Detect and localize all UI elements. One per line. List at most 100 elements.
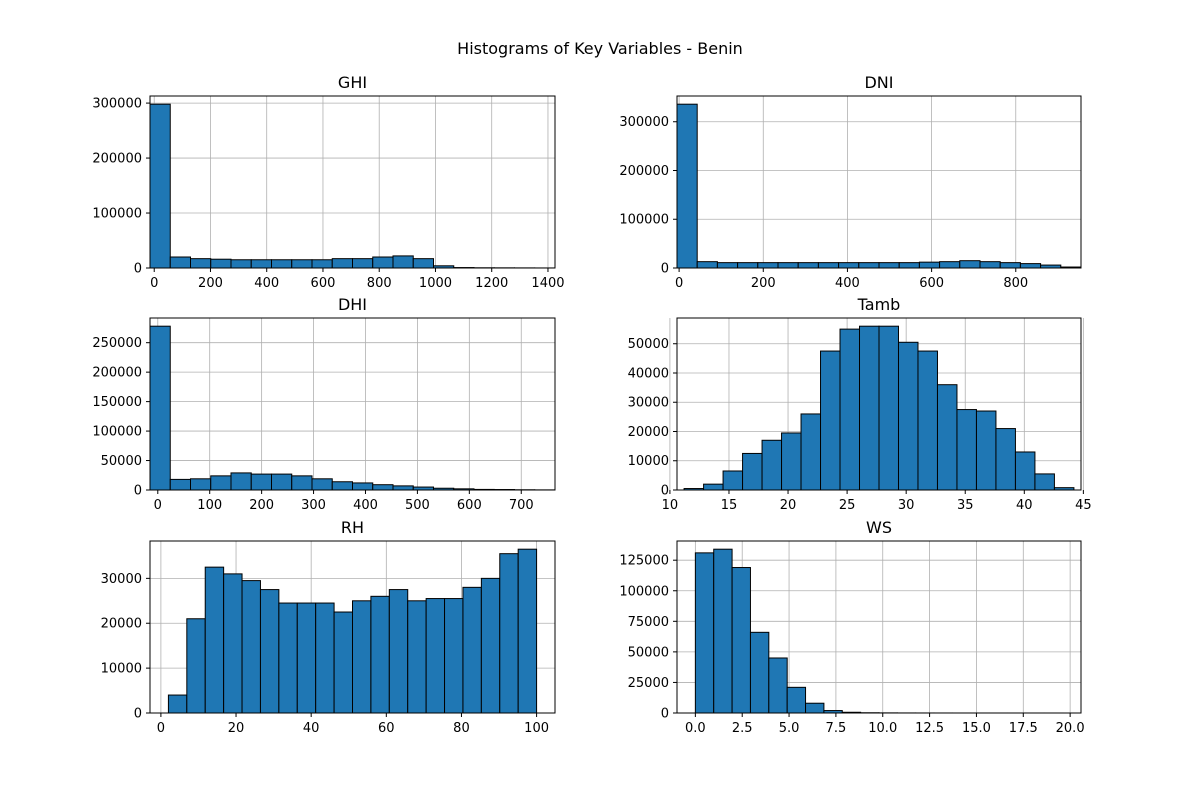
x-tick-label: 35 xyxy=(957,498,974,513)
x-tick-label: 40 xyxy=(1016,498,1033,513)
histogram-bar xyxy=(859,325,880,491)
panel-title: DHI xyxy=(338,295,367,314)
histogram-bar xyxy=(975,410,997,491)
histogram-bar xyxy=(291,475,313,491)
y-tick-label: 150000 xyxy=(92,395,142,410)
histogram-bar xyxy=(331,258,353,269)
histogram-grid: 0 200 400 600 800 1000 1200 1400010000020000030… xyxy=(92,73,1091,736)
histogram-bar xyxy=(820,350,841,491)
y-tick-label: 250000 xyxy=(92,336,142,351)
histogram-bar xyxy=(352,482,374,491)
histogram-bar xyxy=(936,384,958,491)
histogram-bar xyxy=(694,552,715,714)
histogram-bar xyxy=(372,256,394,269)
x-tick-label: 1400 xyxy=(531,276,564,291)
histogram-bar xyxy=(291,259,313,269)
axes-frame xyxy=(149,95,556,269)
histogram-bar xyxy=(186,618,206,714)
histogram-bar xyxy=(210,258,232,269)
histogram-bar xyxy=(839,328,861,491)
histogram-bar xyxy=(1019,263,1042,269)
histogram-panel-tamb: 10 15 20 25 30 35 40 45 0 10000 20000 30000 40000 500… xyxy=(628,295,1092,513)
histogram-bar xyxy=(444,598,464,714)
x-tick-label: 80 xyxy=(453,721,470,736)
x-tick-label: 600 xyxy=(457,498,482,513)
x-tick-label: 10 xyxy=(662,498,679,513)
x-tick-label: 800 xyxy=(367,276,392,291)
histogram-bar xyxy=(716,262,739,269)
histogram-bar xyxy=(230,259,252,269)
histogram-bar xyxy=(169,478,191,491)
histogram-bar xyxy=(959,260,981,269)
histogram-bar xyxy=(786,686,807,714)
histogram-bar xyxy=(425,598,446,714)
panel-title: WS xyxy=(866,518,892,537)
histogram-bar xyxy=(781,432,802,491)
histogram-panel-dni: 0 200 400 600 800 0 100000 200000 300000 DNI xyxy=(619,73,1082,291)
y-tick-label: 125000 xyxy=(619,554,669,569)
y-tick-label: 0 xyxy=(134,484,142,499)
y-tick-label: 100000 xyxy=(92,425,142,440)
histogram-bar xyxy=(149,103,171,269)
axes-frame xyxy=(676,540,1082,714)
histogram-bar xyxy=(259,589,280,714)
x-tick-label: 5.0 xyxy=(779,721,800,736)
x-tick-label: 200 xyxy=(198,276,223,291)
axes-frame xyxy=(676,317,1082,491)
x-tick-label: 20.0 xyxy=(1056,721,1085,736)
histogram-bar xyxy=(190,258,212,269)
y-tick-label: 200000 xyxy=(92,152,142,167)
histogram-bar xyxy=(1014,451,1036,491)
histogram-bar xyxy=(311,259,333,269)
histogram-bar xyxy=(370,595,390,714)
y-tick-label: 75000 xyxy=(628,615,669,630)
x-tick-label: 20 xyxy=(228,721,245,736)
x-tick-label: 400 xyxy=(353,498,378,513)
histogram-bar xyxy=(713,548,733,714)
histogram-bar xyxy=(737,262,759,269)
x-tick-label: 15.0 xyxy=(962,721,991,736)
histogram-bar xyxy=(407,600,427,714)
y-tick-label: 300000 xyxy=(619,115,669,130)
x-tick-label: 20 xyxy=(780,498,797,513)
y-tick-label: 0 xyxy=(661,484,669,499)
x-tick-label: 100 xyxy=(524,721,549,736)
histogram-bar xyxy=(315,602,335,714)
histogram-bar xyxy=(696,261,718,269)
histogram-bar xyxy=(917,350,938,491)
axes-frame xyxy=(149,317,556,491)
histogram-bar xyxy=(999,262,1021,269)
y-tick-label: 10000 xyxy=(101,662,142,677)
histogram-bar xyxy=(1034,473,1055,491)
histogram-bar xyxy=(250,259,272,269)
x-tick-label: 600 xyxy=(311,276,336,291)
histogram-bar xyxy=(761,439,783,491)
x-tick-label: 0 xyxy=(154,498,162,513)
x-tick-label: 600 xyxy=(919,276,944,291)
histogram-bar xyxy=(878,325,899,491)
histogram-bar xyxy=(311,478,333,491)
x-tick-label: 500 xyxy=(405,498,430,513)
histogram-bar xyxy=(241,580,261,714)
histogram-bar xyxy=(278,602,298,714)
x-tick-label: 7.5 xyxy=(826,721,847,736)
histogram-panel-ws: 0.0 2.5 5.0 7.5 10.0 12.5 15.0 17.5 20.0 0 25000 50… xyxy=(619,518,1084,736)
histogram-bar xyxy=(412,258,434,269)
histogram-bar xyxy=(858,262,880,269)
y-tick-label: 40000 xyxy=(628,366,669,381)
y-tick-label: 0 xyxy=(134,262,142,277)
x-tick-label: 40 xyxy=(303,721,320,736)
y-tick-label: 50000 xyxy=(628,337,669,352)
histogram-bar xyxy=(352,600,372,714)
histogram-panel-rh: 0 20 40 60 80 100 0 10000 20000 30000 RH xyxy=(101,518,556,736)
y-tick-label: 50000 xyxy=(101,454,142,469)
y-tick-label: 30000 xyxy=(101,572,142,587)
histogram-bar xyxy=(331,481,353,491)
x-tick-label: 45 xyxy=(1075,498,1092,513)
histogram-bar xyxy=(757,262,779,269)
y-tick-label: 100000 xyxy=(92,207,142,222)
x-tick-label: 15 xyxy=(721,498,738,513)
x-tick-label: 200 xyxy=(751,276,776,291)
axes-frame xyxy=(149,540,556,714)
